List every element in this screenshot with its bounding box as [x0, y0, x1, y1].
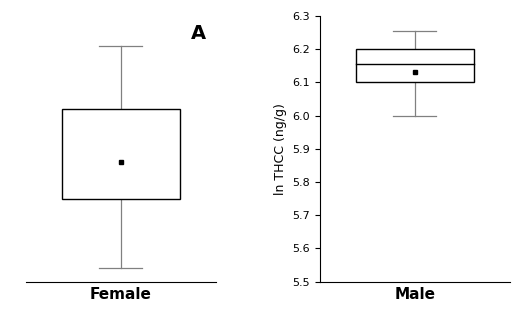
X-axis label: Female: Female	[90, 287, 152, 302]
X-axis label: Male: Male	[394, 287, 435, 302]
Y-axis label: ln THCC (ng/g): ln THCC (ng/g)	[274, 103, 287, 195]
Text: A: A	[191, 24, 206, 43]
Bar	[356, 49, 474, 82]
Bar	[61, 109, 180, 199]
